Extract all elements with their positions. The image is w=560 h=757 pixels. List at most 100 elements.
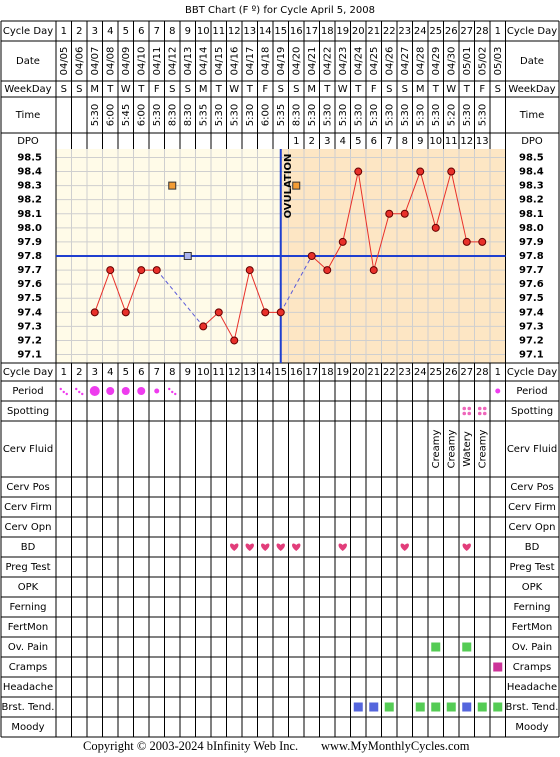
cycle-day-bottom: 17	[305, 367, 318, 378]
weekday: T	[354, 84, 362, 95]
row-label-right: Spotting	[511, 406, 553, 417]
date: 04/24	[353, 47, 364, 76]
brst-tend-icon	[353, 702, 363, 712]
time: 8:30	[291, 104, 302, 126]
y-tick-label-right: 97.2	[519, 335, 544, 346]
y-tick-label: 97.3	[17, 321, 42, 332]
weekday: F	[154, 84, 160, 95]
bd-heart	[276, 543, 285, 551]
row-label: Headache	[3, 682, 53, 693]
weekday: S	[293, 84, 299, 95]
date: 04/11	[152, 47, 163, 76]
period-dot	[59, 387, 62, 391]
gap-connector	[280, 255, 313, 313]
row-label: FertMon	[8, 622, 48, 633]
cycle-day: 4	[107, 26, 113, 37]
y-tick-label-right: 98.5	[519, 152, 544, 163]
y-tick-label-right: 98.1	[519, 209, 544, 220]
row-label: Cerv Fluid	[3, 444, 53, 455]
bd-heart	[230, 543, 239, 551]
weekday: T	[463, 84, 471, 95]
date: 05/03	[493, 47, 504, 76]
cycle-day-bottom: 2	[76, 367, 82, 378]
y-tick-label: 97.5	[17, 293, 42, 304]
cycle-day: 15	[274, 26, 287, 37]
y-tick-label-right: 97.3	[519, 321, 544, 332]
cycle-day: 17	[305, 26, 318, 37]
date: 05/01	[462, 47, 473, 76]
cerv-fluid: Creamy	[446, 430, 457, 469]
bd-heart	[338, 543, 347, 551]
weekday: S	[169, 84, 175, 95]
dpo: 1	[293, 136, 299, 147]
y-tick-label: 97.6	[17, 279, 42, 290]
weekday: F	[262, 84, 268, 95]
gap-connector	[156, 269, 204, 327]
row-label-right: Preg Test	[509, 562, 554, 573]
cycle-day-bottom: 22	[383, 367, 396, 378]
y-tick-label-right: 98.3	[519, 181, 544, 192]
cycle-day: 27	[460, 26, 473, 37]
cycle-day-bottom: 25	[429, 367, 442, 378]
time: 5:30	[400, 104, 411, 126]
row-label: OPK	[18, 582, 39, 593]
weekday: T	[246, 84, 254, 95]
cycle-day: 16	[290, 26, 303, 37]
bd-heart	[462, 543, 471, 551]
cycle-day: 2	[76, 26, 82, 37]
spotting-dot	[477, 406, 482, 411]
weekday: S	[495, 84, 501, 95]
period-icon	[495, 388, 501, 394]
y-tick-label: 98.2	[17, 195, 42, 206]
date: 04/30	[446, 47, 457, 76]
temp-point	[385, 209, 394, 218]
brst-tend-icon	[446, 702, 456, 712]
time: 5:30	[322, 104, 333, 126]
weekday: T	[432, 84, 440, 95]
date: 04/14	[198, 47, 209, 76]
spotting-dot	[482, 406, 487, 411]
row-label-right: Cerv Opn	[509, 522, 556, 533]
brst-tend-icon	[431, 702, 441, 712]
time: 5:30	[462, 104, 473, 126]
row-label: Ov. Pain	[8, 642, 48, 653]
temp-point	[230, 336, 239, 345]
cramps-icon	[493, 662, 503, 672]
row-label: Moody	[11, 722, 44, 733]
period-icon	[89, 386, 100, 396]
period-icon	[121, 387, 130, 395]
row-label-right: FertMon	[512, 622, 552, 633]
period-dot	[65, 392, 68, 396]
cycle-day: 20	[352, 26, 365, 37]
time: 5:30	[338, 104, 349, 126]
time: 5:30	[90, 104, 101, 126]
cycle-day: 5	[123, 26, 129, 37]
cycle-day-bottom: 1	[495, 367, 501, 378]
temp-point	[152, 266, 161, 275]
period-icon	[106, 387, 115, 395]
period-dot	[171, 390, 174, 394]
period-dot	[81, 392, 84, 396]
temp-point	[137, 266, 146, 275]
bd-heart	[261, 543, 270, 551]
date: 04/16	[229, 47, 240, 76]
weekday: T	[323, 84, 331, 95]
date: 04/13	[183, 47, 194, 76]
weekday: S	[61, 84, 67, 95]
time: 5:30	[415, 104, 426, 126]
period-dot	[75, 387, 78, 391]
row-label: Date	[16, 56, 40, 67]
temp-point	[214, 308, 223, 317]
date: 04/07	[90, 47, 101, 76]
time: 5:35	[276, 104, 287, 126]
cycle-day: 3	[92, 26, 98, 37]
temp-point	[307, 252, 316, 260]
period-dot	[62, 390, 65, 394]
dpo: 10	[429, 136, 442, 147]
date: 04/17	[245, 47, 256, 76]
row-label-right: Time	[519, 110, 544, 121]
cycle-day-bottom: 19	[336, 367, 349, 378]
y-tick-label: 98.1	[17, 209, 42, 220]
cycle-day-bottom: 11	[212, 367, 225, 378]
cycle-day: 10	[197, 26, 210, 37]
